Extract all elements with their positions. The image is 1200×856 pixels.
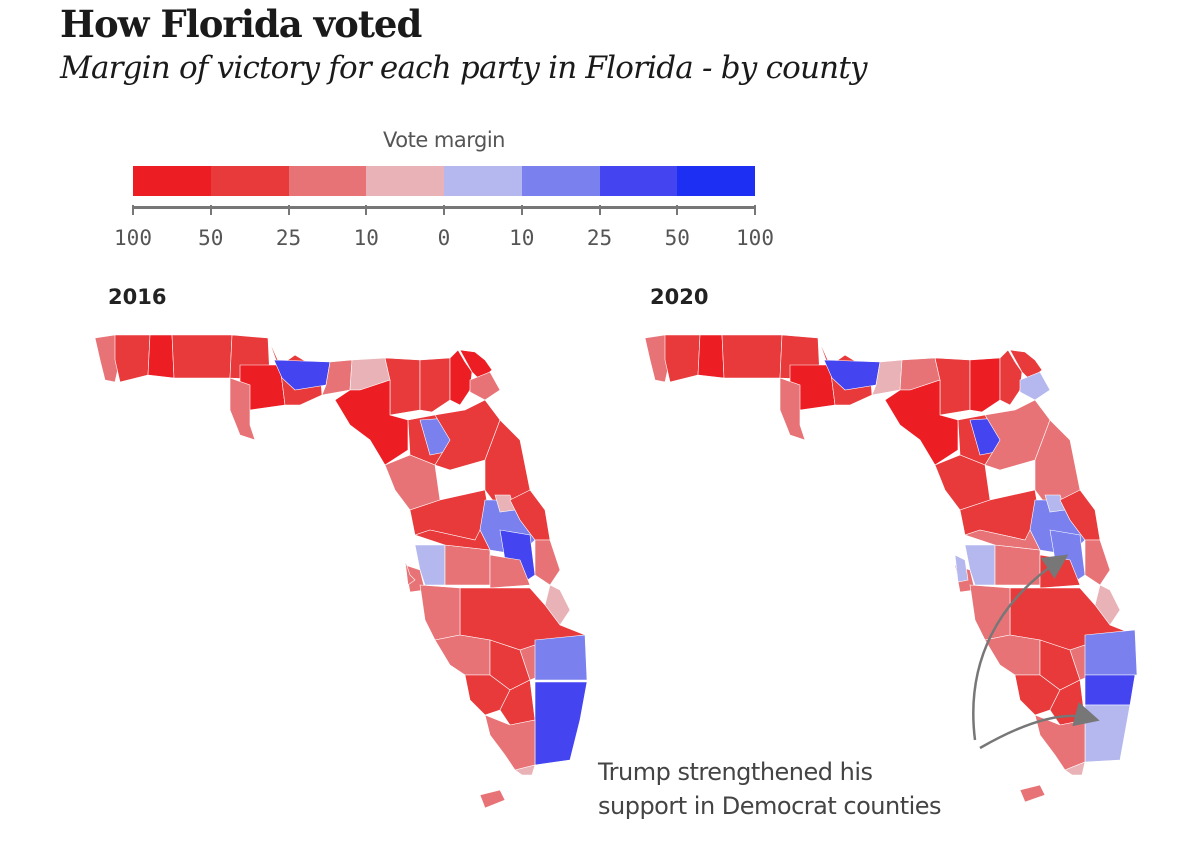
county bbox=[954, 554, 969, 583]
county bbox=[414, 544, 446, 586]
county bbox=[934, 357, 971, 416]
legend-tick-label: 0 bbox=[437, 226, 451, 250]
county bbox=[489, 554, 531, 589]
florida-counties-2016 bbox=[94, 334, 588, 809]
chart-subtitle: Margin of victory for each party in Flor… bbox=[60, 50, 868, 86]
county bbox=[434, 634, 491, 676]
county bbox=[419, 584, 461, 641]
annotation-line-2: support in Democrat counties bbox=[598, 792, 942, 820]
map-year-2020: 2020 bbox=[650, 285, 709, 309]
county bbox=[534, 681, 588, 766]
county bbox=[147, 334, 175, 379]
annotation-arrow-to-miami-dade bbox=[979, 702, 1100, 750]
legend-swatch-rep-100 bbox=[133, 166, 211, 196]
legend-swatch-rep-10 bbox=[366, 166, 444, 196]
county bbox=[544, 584, 571, 626]
county bbox=[1019, 784, 1046, 803]
county bbox=[969, 357, 1001, 413]
legend-tick bbox=[365, 205, 368, 215]
county bbox=[697, 334, 725, 379]
legend-tick bbox=[443, 205, 445, 215]
legend-tick bbox=[754, 205, 756, 215]
legend-tick bbox=[676, 205, 679, 215]
county bbox=[964, 544, 996, 586]
annotation-line-1: Trump strengthened his bbox=[598, 758, 873, 786]
county bbox=[321, 359, 353, 396]
legend-tick-label: 25 bbox=[586, 226, 613, 250]
county bbox=[823, 359, 881, 391]
legend-tick bbox=[598, 205, 601, 215]
county bbox=[1094, 584, 1121, 626]
legend-swatch-dem-50 bbox=[599, 166, 678, 196]
annotation-arrow-to-orange-county bbox=[972, 554, 1069, 741]
legend-tick bbox=[209, 205, 212, 215]
county bbox=[419, 357, 451, 413]
county bbox=[469, 371, 501, 401]
county bbox=[721, 334, 783, 379]
map-year-2016: 2016 bbox=[108, 285, 167, 309]
county bbox=[384, 357, 421, 416]
county bbox=[444, 544, 491, 586]
county bbox=[414, 529, 491, 551]
legend-swatch-rep-50 bbox=[210, 166, 289, 196]
legend-tick bbox=[520, 205, 523, 215]
county bbox=[1084, 629, 1138, 676]
legend-tick-label: 10 bbox=[509, 226, 535, 250]
legend-tick-label: 50 bbox=[198, 226, 224, 250]
county bbox=[779, 377, 806, 441]
legend-tick-label: 25 bbox=[275, 226, 302, 250]
county bbox=[479, 789, 506, 809]
florida-map-2016 bbox=[94, 334, 588, 809]
county bbox=[499, 679, 536, 726]
county bbox=[664, 334, 701, 383]
county bbox=[514, 764, 536, 776]
legend-tick-label: 50 bbox=[664, 226, 690, 250]
legend-swatch-dem-100 bbox=[677, 166, 755, 196]
annotation-arrows bbox=[972, 554, 1100, 750]
legend-swatch-dem-25 bbox=[521, 166, 600, 196]
legend-tick bbox=[287, 205, 290, 215]
legend-tick-label: 100 bbox=[736, 226, 774, 250]
legend-tick-label: 10 bbox=[353, 226, 379, 250]
legend-title: Vote margin bbox=[383, 128, 505, 152]
county bbox=[229, 377, 256, 441]
legend-color-scale bbox=[133, 166, 755, 196]
county bbox=[1084, 539, 1111, 586]
legend-tick-label: 100 bbox=[114, 226, 152, 250]
county bbox=[534, 634, 588, 681]
annotation-text: Trump strengthened his support in Democr… bbox=[598, 755, 942, 823]
county bbox=[1064, 761, 1086, 776]
county bbox=[114, 334, 151, 383]
county bbox=[1009, 349, 1043, 381]
legend-swatch-dem-10 bbox=[444, 166, 522, 196]
county bbox=[459, 349, 493, 381]
county bbox=[273, 359, 331, 391]
legend-swatch-rep-25 bbox=[288, 166, 367, 196]
county bbox=[1019, 371, 1051, 401]
chart-title: How Florida voted bbox=[60, 2, 422, 46]
county bbox=[534, 539, 561, 586]
county bbox=[404, 559, 416, 586]
county bbox=[171, 334, 233, 379]
county bbox=[871, 359, 903, 396]
county bbox=[964, 529, 1041, 551]
legend-tick bbox=[132, 205, 134, 215]
